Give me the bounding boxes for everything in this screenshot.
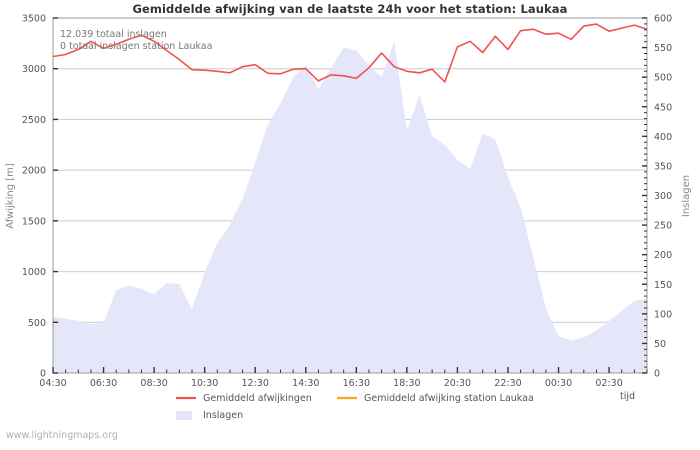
svg-text:06:30: 06:30: [90, 378, 117, 389]
legend-label: Gemiddeld afwijkingen: [203, 393, 312, 404]
svg-text:350: 350: [654, 161, 672, 172]
chart-title: Gemiddelde afwijking van de laatste 24h …: [132, 2, 568, 16]
right-axis: 0 50 100 150 200 250 300 350 400 450 500 550 600: [642, 14, 672, 380]
source-watermark: www.lightningmaps.org: [6, 430, 118, 441]
svg-text:450: 450: [654, 102, 672, 113]
svg-text:00:30: 00:30: [545, 378, 572, 389]
legend-label: Inslagen: [203, 410, 243, 421]
svg-text:3000: 3000: [22, 64, 46, 75]
svg-text:16:30: 16:30: [343, 378, 370, 389]
inslagen-area-series: [53, 41, 647, 373]
svg-text:12:30: 12:30: [242, 378, 269, 389]
x-axis: 04:30 06:30 08:30 10:30 12:30 14:30 16:30 18:30…: [39, 367, 648, 389]
svg-text:2500: 2500: [22, 115, 46, 126]
y-axis-title: Afwijking [m]: [5, 163, 16, 229]
left-axis: 0 500 1000 1500 2000 2500 3000 3500: [22, 14, 58, 380]
svg-text:550: 550: [654, 43, 672, 54]
svg-text:50: 50: [654, 339, 666, 350]
svg-text:150: 150: [654, 280, 672, 291]
chart-legend: Gemiddeld afwijkingen Gemiddeld afwijking…: [176, 393, 534, 421]
legend-swatch: [176, 411, 192, 420]
svg-text:250: 250: [654, 221, 672, 232]
x-axis-title: tijd: [620, 391, 636, 402]
svg-text:02:30: 02:30: [595, 378, 622, 389]
svg-text:22:30: 22:30: [494, 378, 521, 389]
svg-text:08:30: 08:30: [140, 378, 167, 389]
svg-text:0: 0: [40, 369, 46, 380]
svg-text:500: 500: [28, 318, 46, 329]
annotation-station-strikes: 0 totaal inslagen station Laukaa: [60, 41, 212, 52]
svg-text:0: 0: [654, 369, 660, 380]
svg-text:200: 200: [654, 250, 672, 261]
svg-text:18:30: 18:30: [393, 378, 420, 389]
svg-text:14:30: 14:30: [292, 378, 319, 389]
svg-text:20:30: 20:30: [444, 378, 471, 389]
legend-label: Gemiddeld afwijking station Laukaa: [364, 393, 534, 404]
svg-text:2000: 2000: [22, 166, 46, 177]
annotation-total-strikes: 12.039 totaal inslagen: [60, 29, 167, 40]
y2-axis-title: Inslagen: [681, 175, 692, 217]
svg-text:1500: 1500: [22, 216, 46, 227]
svg-text:04:30: 04:30: [39, 378, 66, 389]
svg-text:500: 500: [654, 73, 672, 84]
svg-text:600: 600: [654, 14, 672, 25]
svg-text:100: 100: [654, 309, 672, 320]
svg-text:400: 400: [654, 132, 672, 143]
svg-text:300: 300: [654, 191, 672, 202]
svg-text:3500: 3500: [22, 14, 46, 25]
svg-text:1000: 1000: [22, 267, 46, 278]
afwijking-line-series: [52, 23, 648, 83]
svg-text:10:30: 10:30: [191, 378, 218, 389]
